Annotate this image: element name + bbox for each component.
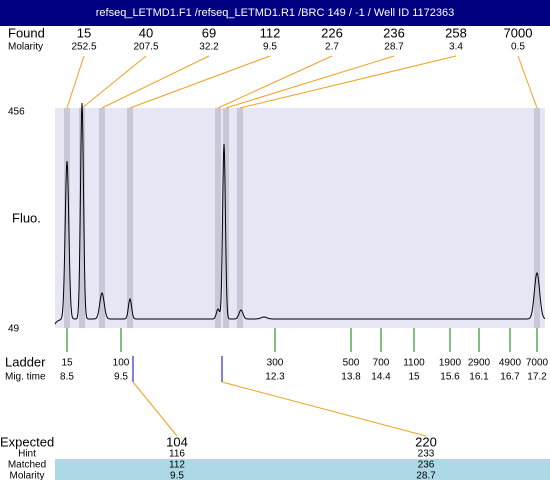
peak-band xyxy=(223,108,229,328)
matched-highlight xyxy=(55,459,550,480)
peak-band xyxy=(64,108,70,328)
molarity-value: 252.5 xyxy=(71,42,96,53)
ladder-value: 1100 xyxy=(403,358,425,369)
ladder-value: 7000 xyxy=(526,358,549,369)
molarity-value: 207.5 xyxy=(133,42,158,53)
matched-value: 236 xyxy=(418,460,435,471)
title-bar xyxy=(0,0,550,26)
plot-area xyxy=(55,108,545,328)
ladder-value: 4900 xyxy=(499,358,522,369)
molarity-value: 9.5 xyxy=(263,42,277,53)
mig-time-label: Mig. time xyxy=(5,372,46,383)
found-value: 112 xyxy=(260,25,281,40)
molarity-value: 3.4 xyxy=(449,42,463,53)
found-value: 15 xyxy=(77,25,91,40)
expected-label: Expected xyxy=(0,434,54,449)
found-value: 226 xyxy=(321,25,343,40)
peak-band xyxy=(215,108,221,328)
title: refseq_LETMD1.F1 /refseq_LETMD1.R1 /BRC … xyxy=(96,7,454,19)
matched-label: Matched xyxy=(8,460,46,471)
mig-time-value: 17.2 xyxy=(527,372,547,383)
trace xyxy=(54,102,546,325)
peak-band xyxy=(99,108,105,328)
expected-value: 220 xyxy=(415,434,437,449)
mig-time-value: 13.8 xyxy=(341,372,361,383)
hint-label: Hint xyxy=(18,449,36,460)
mig-time-value: 16.7 xyxy=(500,372,520,383)
molarity-value: 0.5 xyxy=(511,42,525,53)
peak-connector xyxy=(66,55,85,109)
matched-value: 112 xyxy=(169,460,185,471)
peak-connector xyxy=(81,55,147,109)
peak-connector xyxy=(101,55,210,109)
peak-band xyxy=(79,108,85,328)
peak-band xyxy=(237,108,243,328)
found-value: 69 xyxy=(202,25,216,40)
found-value: 236 xyxy=(383,25,405,40)
mig-time-value: 14.4 xyxy=(371,372,391,383)
ladder-value: 15 xyxy=(61,358,73,369)
molarity-value: 28.7 xyxy=(384,42,404,53)
peak-band xyxy=(127,108,133,328)
peak-band xyxy=(534,108,540,328)
found-value: 258 xyxy=(445,25,467,40)
peak-connector xyxy=(517,55,538,109)
mig-time-value: 9.5 xyxy=(114,372,128,383)
mig-time-value: 15 xyxy=(408,372,420,383)
peak-connector xyxy=(217,55,333,109)
peak-connector xyxy=(239,55,457,109)
peak-connector xyxy=(129,55,271,109)
y-max-label: 456 xyxy=(8,107,25,118)
mig-time-value: 16.1 xyxy=(469,372,489,383)
hint-value: 116 xyxy=(169,449,185,460)
y-min-label: 49 xyxy=(8,324,20,335)
molarity-value: 32.2 xyxy=(199,42,219,53)
found-value: 40 xyxy=(139,25,153,40)
expected-value: 104 xyxy=(166,434,188,449)
ladder-value: 1900 xyxy=(439,358,462,369)
mig-time-value: 8.5 xyxy=(60,372,74,383)
ladder-value: 2900 xyxy=(468,358,491,369)
ladder-value: 300 xyxy=(267,358,284,369)
mig-time-value: 12.3 xyxy=(265,372,285,383)
ladder-value: 500 xyxy=(343,358,360,369)
ladder-label: Ladder xyxy=(5,354,46,369)
matched-molarity-value: 28.7 xyxy=(416,471,436,480)
peak-connector xyxy=(225,55,395,109)
ladder-value: 700 xyxy=(373,358,390,369)
hint-value: 233 xyxy=(418,449,435,460)
mig-time-value: 15.6 xyxy=(440,372,460,383)
matched-molarity-label: Molarity xyxy=(9,471,44,480)
ladder-value: 100 xyxy=(113,358,130,369)
found-value: 7000 xyxy=(504,25,533,40)
matched-molarity-value: 9.5 xyxy=(170,471,184,480)
found-label: Found xyxy=(8,25,45,40)
expected-connector xyxy=(221,381,427,437)
molarity-label: Molarity xyxy=(8,42,43,53)
expected-connector xyxy=(132,381,178,437)
molarity-value: 2.7 xyxy=(325,42,339,53)
y-axis-label: Fluo. xyxy=(12,210,41,225)
